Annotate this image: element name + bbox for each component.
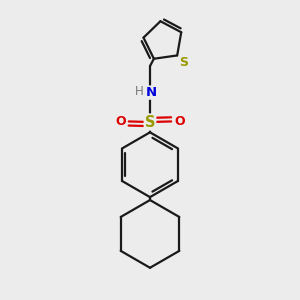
Text: O: O bbox=[174, 115, 185, 128]
Text: S: S bbox=[145, 115, 155, 130]
Text: S: S bbox=[179, 56, 188, 69]
Text: N: N bbox=[146, 86, 157, 99]
Text: O: O bbox=[115, 115, 126, 128]
Text: H: H bbox=[134, 85, 143, 98]
